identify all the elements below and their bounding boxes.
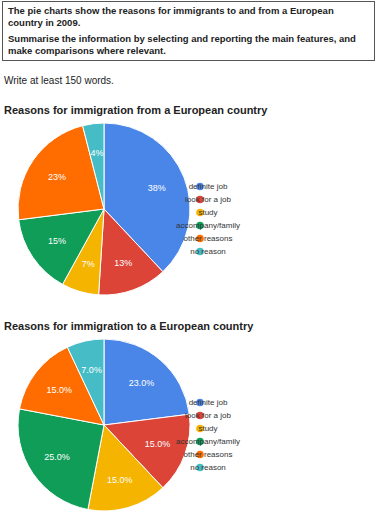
- svg-text:look for a job: look for a job: [185, 195, 231, 204]
- svg-text:accompany/family: accompany/family: [176, 437, 240, 446]
- svg-text:15.0%: 15.0%: [145, 439, 171, 449]
- svg-text:7%: 7%: [82, 259, 95, 269]
- svg-text:other reasons: other reasons: [184, 450, 233, 459]
- svg-text:25.0%: 25.0%: [44, 452, 70, 462]
- svg-text:13%: 13%: [114, 258, 132, 268]
- svg-text:38%: 38%: [148, 183, 166, 193]
- svg-text:15%: 15%: [48, 236, 66, 246]
- svg-text:definite job: definite job: [189, 398, 228, 407]
- html-text:Summarise the information by s: Summarise the information by selecting a…: [8, 33, 356, 56]
- svg-text:15.0%: 15.0%: [46, 385, 72, 395]
- html-text:The pie charts show the reason: The pie charts show the reasons for immi…: [8, 5, 334, 28]
- html-text:Write at least 150 words.: Write at least 150 words.: [4, 75, 114, 86]
- html-text:Reasons for immigration to a E: Reasons for immigration to a European co…: [4, 320, 254, 332]
- svg-text:15.0%: 15.0%: [107, 475, 133, 485]
- svg-text:23%: 23%: [48, 172, 66, 182]
- svg-text:look for a job: look for a job: [185, 411, 231, 420]
- html-text:Reasons for immigration from a: Reasons for immigration from a European …: [4, 104, 268, 116]
- svg-text:7.0%: 7.0%: [81, 365, 102, 375]
- svg-text:no reason: no reason: [190, 463, 226, 472]
- svg-text:23.0%: 23.0%: [129, 378, 155, 388]
- svg-text:definite job: definite job: [189, 182, 228, 191]
- svg-text:other reasons: other reasons: [184, 234, 233, 243]
- svg-text:study: study: [198, 424, 217, 433]
- svg-text:4%: 4%: [90, 148, 103, 158]
- svg-text:accompany/family: accompany/family: [176, 221, 240, 230]
- svg-text:no reason: no reason: [190, 247, 226, 256]
- svg-text:study: study: [198, 208, 217, 217]
